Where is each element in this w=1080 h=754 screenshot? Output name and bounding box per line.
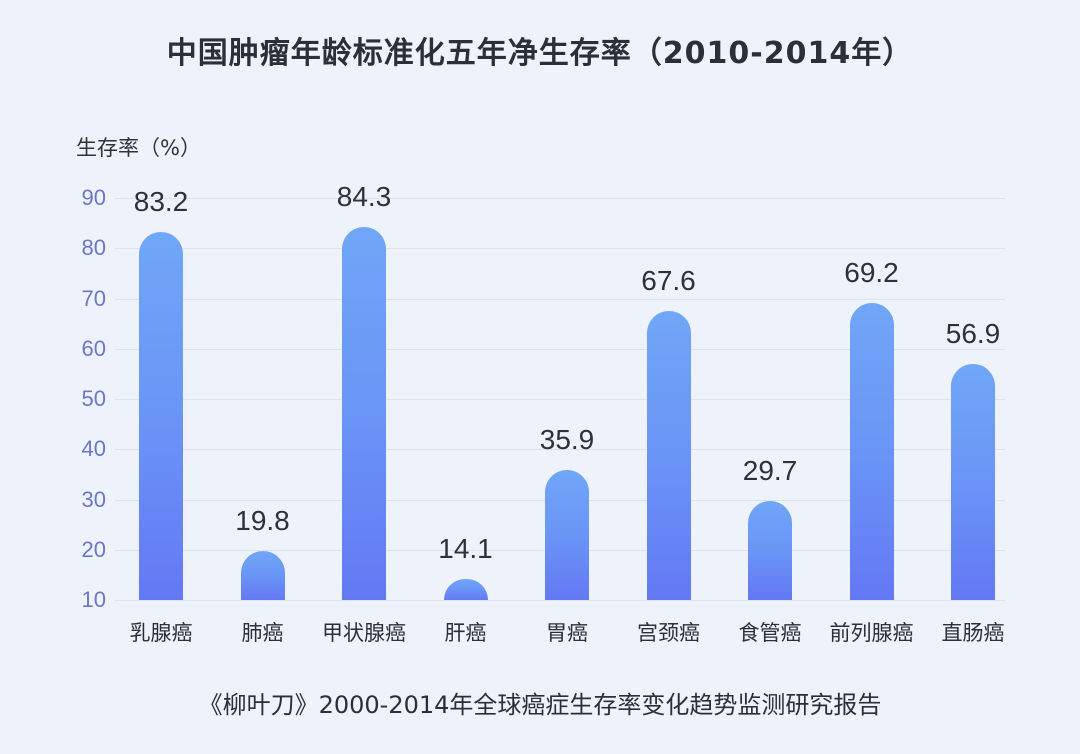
grid-line: [115, 348, 1005, 350]
bar-value-label: 84.3: [336, 180, 392, 212]
bar: [240, 550, 285, 600]
x-category-label: 前列腺癌: [829, 621, 914, 645]
bar: [748, 501, 792, 600]
y-axis-label: 生存率（%）: [76, 136, 201, 160]
y-tick-label: 80: [81, 235, 106, 261]
bar-value-label: 19.8: [235, 504, 290, 536]
grid-line: [115, 449, 1005, 451]
y-tick-label: 20: [81, 536, 106, 562]
grid-line: [115, 399, 1005, 400]
grid-line: [115, 298, 1005, 300]
bar-value-label: 29.7: [742, 455, 798, 486]
x-category-label: 甲状腺癌: [322, 621, 406, 645]
x-category-label: 宫颈癌: [637, 621, 700, 645]
bar-value-label: 83.2: [133, 186, 189, 218]
bar: [342, 226, 386, 600]
y-tick-label: 60: [81, 335, 106, 361]
bar-value-label: 35.9: [539, 423, 595, 455]
y-tick-label: 10: [81, 587, 106, 612]
grid-line: [115, 248, 1005, 250]
bar-value-label: 56.9: [945, 318, 1001, 350]
y-tick-label: 70: [81, 285, 106, 311]
x-category-label: 肝癌: [444, 621, 487, 645]
x-category-label: 直肠癌: [941, 621, 1005, 645]
bar-value-label: 14.1: [438, 533, 493, 565]
y-tick-label: 90: [81, 185, 106, 210]
x-category-label: 肺癌: [241, 621, 284, 645]
bar: [646, 310, 691, 600]
y-tick-label: 50: [81, 386, 106, 411]
chart-title: 中国肿瘤年龄标准化五年净生存率（2010-2014年）: [166, 36, 914, 71]
bar: [443, 579, 488, 600]
x-category-label: 食管癌: [738, 621, 802, 645]
grid-line: [115, 600, 1005, 601]
bar-value-label: 69.2: [844, 256, 899, 288]
bar: [951, 364, 995, 600]
bar: [849, 302, 894, 600]
bar: [545, 469, 589, 600]
source-caption: 《柳叶刀》2000-2014年全球癌症生存率变化趋势监测研究报告: [198, 691, 882, 719]
y-tick-label: 40: [81, 436, 106, 462]
y-tick-label: 30: [81, 486, 106, 512]
grid-line: [115, 198, 1005, 199]
x-category-label: 乳腺癌: [129, 621, 193, 645]
x-category-label: 胃癌: [546, 621, 588, 645]
bar: [139, 232, 183, 600]
bar-value-label: 67.6: [641, 264, 696, 296]
